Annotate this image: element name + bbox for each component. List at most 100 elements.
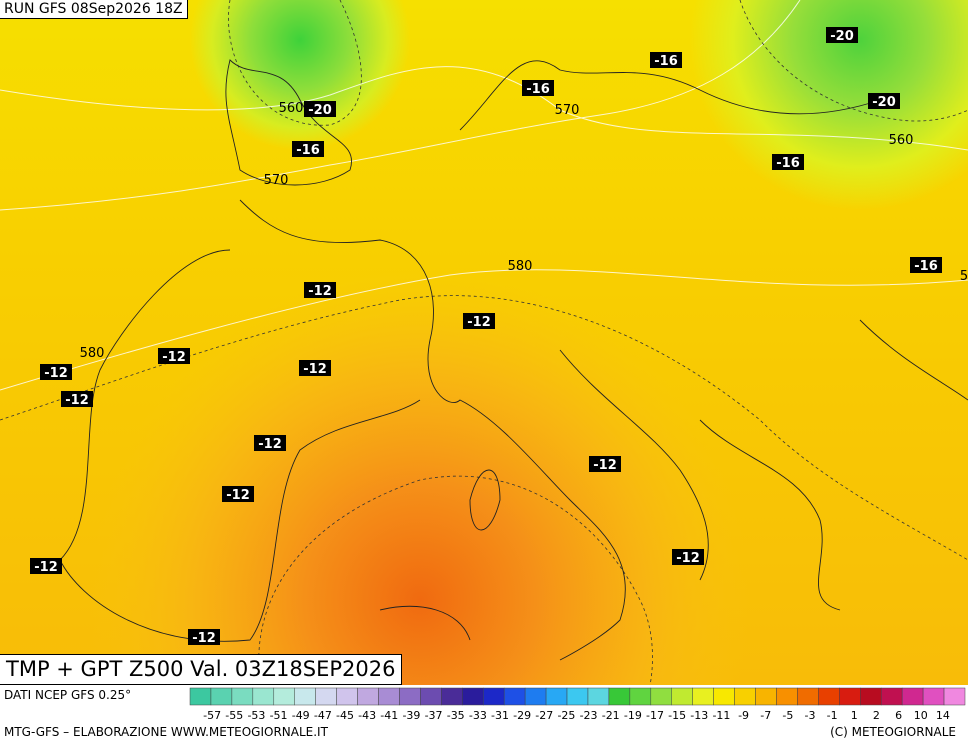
weather-map: -20 -20 -20 -16 -16 -16 -16 -16 -12 -12 -12 -12 -12 -… (0, 0, 968, 685)
colorbar-label: -17 (646, 709, 664, 722)
colorbar-swatch (503, 687, 526, 706)
colorbar-swatch (755, 687, 777, 706)
colorbar-swatch (880, 687, 903, 706)
colorbar-label: -45 (336, 709, 354, 722)
temperature-label: -12 (192, 631, 216, 646)
colorbar-swatch (901, 687, 924, 706)
colorbar-label: -9 (738, 709, 749, 722)
colorbar-label: -19 (624, 709, 642, 722)
colorbar-swatch (734, 687, 756, 706)
colorbar-label: -11 (712, 709, 730, 722)
temperature-label: -12 (308, 284, 332, 299)
temperature-label: -12 (258, 437, 282, 452)
height-contours (0, 0, 968, 390)
colorbar-swatch (315, 687, 337, 706)
temperature-label-box (158, 348, 190, 364)
temperature-label: -12 (44, 366, 68, 381)
height-label: 560 (889, 133, 914, 148)
temperature-label: -12 (34, 560, 58, 575)
colorbar-label: -21 (602, 709, 620, 722)
temperature-label-box (304, 282, 336, 298)
temperature-label-box (40, 364, 72, 380)
credit: MTG-GFS – ELABORAZIONE WWW.METEOGIORNALE… (4, 725, 328, 739)
colorbar-swatch (524, 687, 547, 706)
colorbar-swatch (231, 687, 254, 706)
temperature-label: -12 (593, 458, 617, 473)
colorbar-swatch (922, 687, 945, 706)
height-label: 5 (960, 269, 968, 284)
colorbar-swatch (378, 687, 400, 706)
temperature-label-box (188, 629, 220, 645)
colorbar-label: -31 (491, 709, 509, 722)
temperature-label-box (30, 558, 62, 574)
colorbar-label: -3 (805, 709, 816, 722)
colorbar: -57 -55 -53 -51 -49 -47 -45 -43 -41 -39 -37 -35 -33-… (189, 687, 966, 722)
temperature-label-box (299, 360, 331, 376)
colorbar-swatch (629, 687, 652, 706)
temperature-label-box (222, 486, 254, 502)
colorbar-swatch (441, 687, 463, 706)
colorbar-label: -15 (668, 709, 686, 722)
colorbar-label: -53 (247, 709, 265, 722)
temperature-label-box (650, 52, 682, 68)
run-label: RUN GFS 08Sep2026 18Z (0, 0, 188, 19)
temperature-label: -20 (308, 103, 332, 118)
temperature-label-box (589, 456, 621, 472)
temperature-label: -16 (526, 82, 550, 97)
height-label: 560 (279, 101, 304, 116)
temperature-label: -20 (830, 29, 854, 44)
colorbar-swatch (650, 687, 673, 706)
colorbar-label: -33 (469, 709, 487, 722)
temperature-label: -16 (914, 259, 938, 274)
colorbar-swatch (671, 687, 693, 706)
temperature-label: -12 (303, 362, 327, 377)
colorbar-swatch (273, 687, 295, 706)
colorbar-swatch (608, 687, 631, 706)
data-source: DATI NCEP GFS 0.25° (4, 688, 132, 702)
temperature-label-box (254, 435, 286, 451)
colorbar-label: -23 (580, 709, 598, 722)
colorbar-swatch (943, 687, 966, 706)
colorbar-swatch (776, 687, 798, 706)
map-title: TMP + GPT Z500 Val. 03Z18SEP2026 (0, 654, 403, 685)
colorbar-label: -57 (203, 709, 221, 722)
map-labels: -20 -20 -20 -16 -16 -16 -16 -16 -12 -12 -12 -12 -12 -… (30, 27, 968, 646)
colorbar-swatch (566, 687, 589, 706)
temperature-label: -12 (676, 551, 700, 566)
colorbar-label: -51 (270, 709, 288, 722)
colorbar-label: -1 (827, 709, 838, 722)
colorbar-label: -25 (557, 709, 575, 722)
colorbar-swatch (294, 687, 316, 706)
temperature-label-box (868, 93, 900, 109)
colorbar-swatch (860, 687, 882, 706)
colorbar-label: -41 (380, 709, 398, 722)
temperature-label: -16 (776, 156, 800, 171)
temperature-label-box (304, 101, 336, 117)
colorbar-label: -29 (513, 709, 531, 722)
temperature-label: -12 (226, 488, 250, 503)
temperature-label-box (772, 154, 804, 170)
colorbar-swatch (797, 687, 819, 706)
colorbar-label: -55 (225, 709, 243, 722)
colorbar-swatch (189, 687, 212, 706)
temperature-label-box (292, 141, 324, 157)
colorbar-swatch (399, 687, 421, 706)
colorbar-swatch (839, 687, 861, 706)
colorbar-swatch (587, 687, 610, 706)
colorbar-swatch (482, 687, 505, 706)
colorbar-label: -37 (425, 709, 443, 722)
colorbar-label: -5 (782, 709, 793, 722)
colorbar-label: 1 (851, 709, 858, 722)
height-label: 570 (264, 173, 289, 188)
colorbar-label: 14 (936, 709, 950, 722)
colorbar-swatch (713, 687, 735, 706)
temperature-label: -16 (296, 143, 320, 158)
colorbar-swatch (336, 687, 358, 706)
colorbar-swatch (357, 687, 379, 706)
colorbar-label: -43 (358, 709, 376, 722)
colorbar-label: -49 (292, 709, 310, 722)
temperature-label: -12 (467, 315, 491, 330)
temperature-label-box (61, 391, 93, 407)
temperature-label: -12 (65, 393, 89, 408)
temperature-label: -16 (654, 54, 678, 69)
